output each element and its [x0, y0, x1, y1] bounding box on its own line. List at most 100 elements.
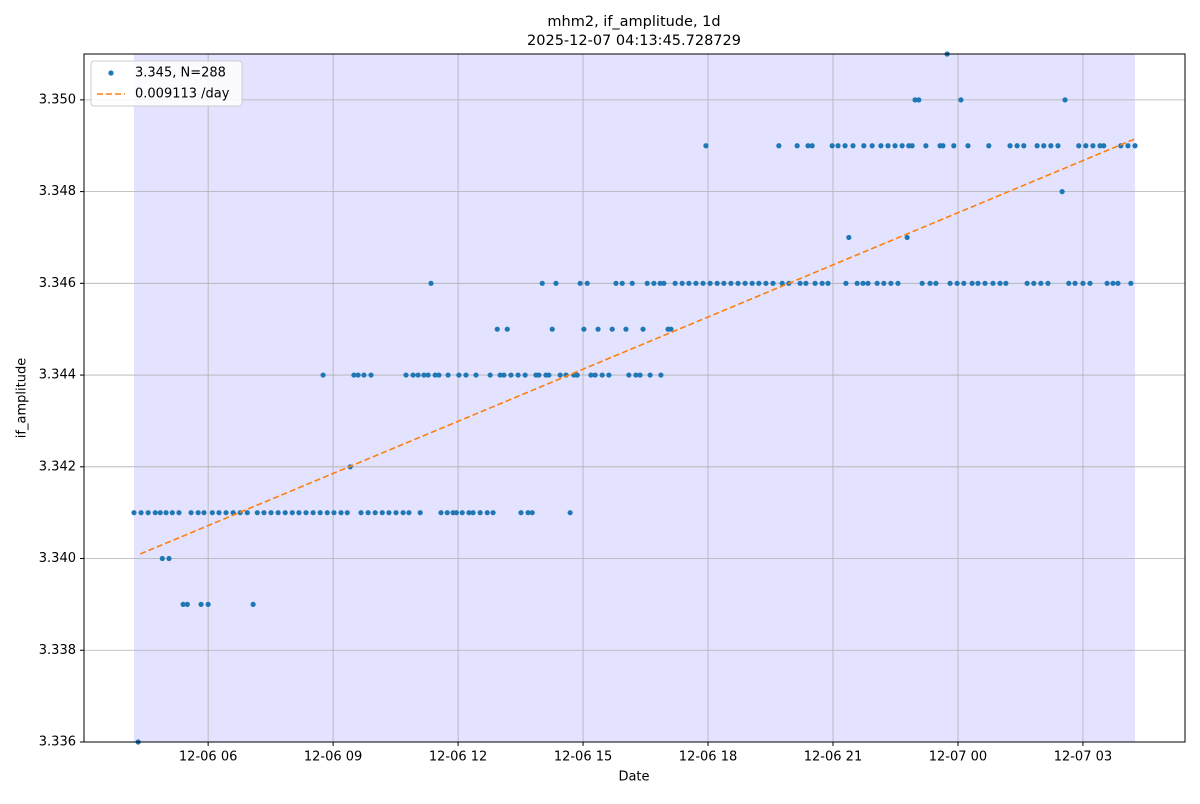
data-point	[885, 143, 891, 149]
legend-box	[90, 60, 243, 107]
data-point	[850, 143, 856, 149]
data-point	[965, 143, 971, 149]
data-point	[463, 372, 469, 378]
x-tick-label: 12-06 15	[554, 750, 612, 765]
data-point	[425, 372, 431, 378]
data-point	[497, 372, 503, 378]
data-point	[1055, 143, 1061, 149]
data-point	[577, 280, 583, 286]
data-point	[599, 372, 605, 378]
data-point	[969, 280, 975, 286]
data-point	[756, 280, 762, 286]
data-point	[1132, 143, 1138, 149]
data-point	[195, 510, 201, 516]
data-point	[529, 510, 535, 516]
legend-label: 0.009113 /day	[135, 87, 230, 102]
data-point	[1066, 280, 1072, 286]
data-point	[749, 280, 755, 286]
data-point	[320, 372, 326, 378]
data-point	[825, 280, 831, 286]
data-point	[254, 510, 260, 516]
data-point	[982, 280, 988, 286]
data-point	[188, 510, 194, 516]
data-point	[805, 143, 811, 149]
data-point	[1125, 143, 1131, 149]
data-point	[626, 372, 632, 378]
data-point	[588, 372, 594, 378]
data-point	[1048, 143, 1054, 149]
data-point	[406, 510, 412, 516]
chart-title: mhm2, if_amplitude, 1d	[547, 14, 720, 30]
data-point	[438, 510, 444, 516]
data-point	[1087, 280, 1093, 286]
data-point	[303, 510, 309, 516]
data-point	[700, 280, 706, 286]
data-point	[1128, 280, 1134, 286]
data-point	[1083, 143, 1089, 149]
data-point	[317, 510, 323, 516]
data-point	[557, 372, 563, 378]
data-point	[703, 143, 709, 149]
data-point	[986, 143, 992, 149]
data-point	[657, 280, 663, 286]
data-point	[473, 372, 479, 378]
data-point	[1007, 143, 1013, 149]
data-point	[508, 372, 514, 378]
data-point	[216, 510, 222, 516]
data-point	[860, 280, 866, 286]
data-point	[809, 143, 815, 149]
data-point	[658, 372, 664, 378]
data-point	[268, 510, 274, 516]
data-point	[812, 280, 818, 286]
data-point	[403, 372, 409, 378]
legend-marker	[108, 70, 114, 76]
data-point	[393, 510, 399, 516]
data-point	[504, 326, 510, 332]
data-point	[415, 372, 421, 378]
data-point	[904, 234, 910, 241]
data-point	[803, 280, 809, 286]
data-point	[201, 510, 207, 516]
data-point	[686, 280, 692, 286]
data-point	[975, 280, 981, 286]
data-point	[1076, 143, 1082, 149]
data-point	[842, 143, 848, 149]
data-point	[445, 372, 451, 378]
data-point	[1045, 280, 1051, 286]
data-point	[261, 510, 267, 516]
y-tick-label: 3.340	[39, 551, 76, 566]
data-point	[637, 372, 643, 378]
data-point	[892, 143, 898, 149]
data-point	[951, 143, 957, 149]
data-point	[797, 280, 803, 286]
data-point	[244, 510, 250, 516]
data-point	[742, 280, 748, 286]
data-point	[1104, 280, 1110, 286]
data-point	[138, 510, 144, 516]
data-point	[619, 280, 625, 286]
data-point	[909, 143, 915, 149]
data-point	[606, 372, 612, 378]
data-point	[679, 280, 685, 286]
data-point	[933, 280, 939, 286]
data-point	[1097, 143, 1103, 149]
data-point	[899, 143, 905, 149]
data-point	[379, 510, 385, 516]
x-axis-label: Date	[618, 770, 649, 785]
data-point	[881, 280, 887, 286]
data-point	[846, 234, 852, 241]
chart-subtitle: 2025-12-07 04:13:45.728729	[527, 33, 741, 49]
y-tick-label: 3.344	[39, 368, 76, 383]
data-point	[223, 510, 229, 516]
data-point	[728, 280, 734, 286]
data-point	[721, 280, 727, 286]
x-tick-label: 12-06 21	[804, 750, 862, 765]
data-point	[912, 97, 918, 103]
legend-label: 3.345, N=288	[135, 66, 226, 81]
data-point	[707, 280, 713, 286]
data-point	[205, 601, 211, 608]
data-point	[546, 372, 552, 378]
data-point	[344, 510, 350, 516]
data-point	[289, 510, 295, 516]
